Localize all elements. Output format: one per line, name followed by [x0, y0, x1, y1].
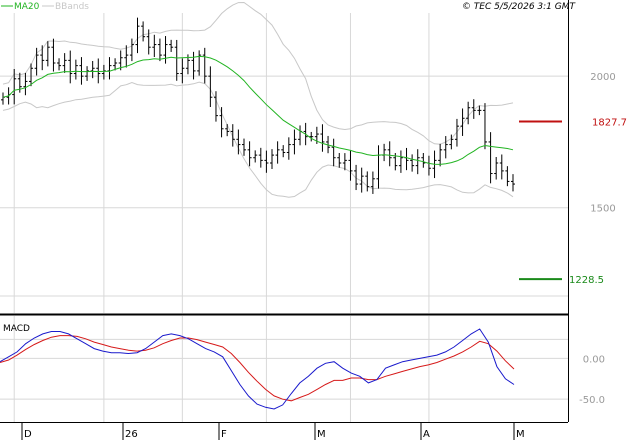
macd-signal-line — [0, 335, 515, 402]
x-tick-label: M — [317, 429, 326, 440]
macd-line — [0, 328, 515, 410]
ma20-legend-label: MA20 — [14, 2, 40, 12]
bbands-legend-label: BBands — [55, 2, 89, 12]
x-tick-label: F — [221, 429, 227, 440]
price-grid — [0, 13, 568, 340]
ma20-layer — [2, 55, 514, 165]
x-tick-label: A — [423, 429, 430, 440]
macd-layer — [0, 328, 515, 410]
price-tick-label: 2000 — [590, 72, 615, 83]
macd-panel-label: MACD — [3, 324, 30, 334]
candles-layer — [1, 17, 515, 194]
copyright-text: © TEC 5/5/2026 3:1 GMT — [462, 2, 577, 12]
axis-layer: 2000 1500 0.00 -50.0 D 26 F M A M — [21, 72, 616, 440]
x-tick-label: D — [24, 429, 32, 440]
bollinger-lower-line — [2, 81, 514, 198]
support-label: 1228.5 — [569, 275, 604, 286]
x-tick-label: M — [516, 429, 525, 440]
ma20-line — [2, 55, 514, 165]
macd-grid — [0, 316, 568, 422]
price-tick-label: 1500 — [590, 204, 615, 215]
resistance-label: 1827.7 — [592, 118, 627, 129]
levels-layer: 1827.7 1228.5 — [519, 118, 627, 286]
bbands-layer — [2, 1, 514, 198]
x-tick-label: 26 — [125, 429, 138, 440]
frame-layer — [0, 0, 569, 423]
bollinger-upper-line — [2, 1, 514, 145]
macd-tick-label: -50.0 — [579, 395, 605, 406]
macd-tick-label: 0.00 — [583, 354, 605, 365]
